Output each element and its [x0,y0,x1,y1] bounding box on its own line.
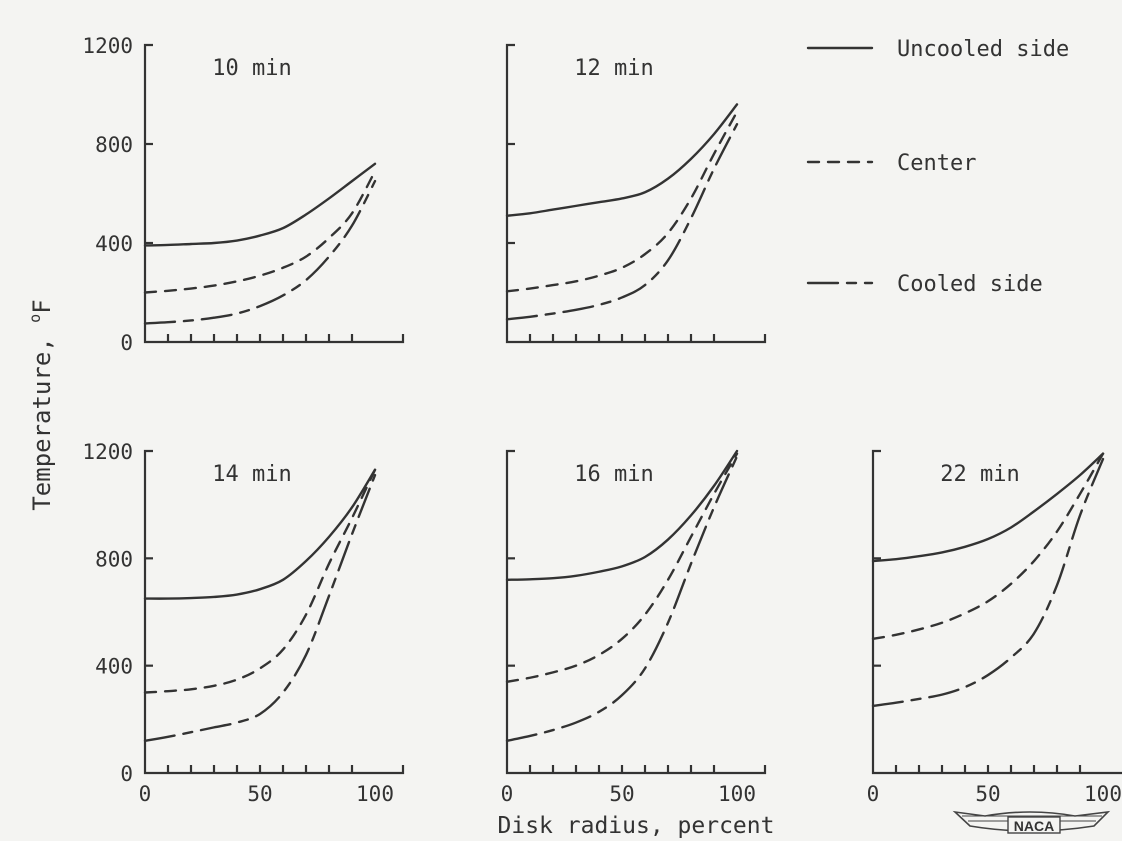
series-cooled [505,123,739,321]
y-axis-label: Temperature, oF [26,299,56,510]
y-tick-label: 1200 [82,34,133,58]
x-tick-label: 0 [139,782,152,806]
panel-4: 0 50 100 16 min [501,449,767,806]
series-center [871,452,1105,641]
panel-1: 0 400 800 1200 10 min [82,34,405,355]
series-center [505,452,739,683]
y-tick-label: 0 [120,762,133,786]
series-cooled [143,473,377,742]
panel-title: 12 min [574,56,653,81]
series-cooled [143,179,377,325]
axes [143,449,405,775]
series-cooled [871,457,1105,708]
axes [871,449,1122,775]
series-center [143,468,377,694]
x-tick-label: 100 [1084,782,1122,806]
naca-logo: NACA [952,810,1111,834]
panel-title: 14 min [212,462,291,487]
legend-label-uncooled: Uncooled side [897,37,1069,62]
series-uncooled [871,452,1105,563]
x-tick-label: 0 [867,782,880,806]
axes [505,449,767,775]
panel-title: 16 min [574,462,653,487]
y-tick-label: 800 [95,133,133,157]
legend-label-center: Center [897,151,976,176]
series-uncooled [505,103,739,217]
x-tick-label: 50 [975,782,1000,806]
axes [505,43,767,344]
x-axis-label: Disk radius, percent [498,813,775,839]
x-tick-label: 50 [247,782,272,806]
x-tick-label: 0 [501,782,514,806]
panel-5: 0 50 100 22 min [867,449,1122,806]
series-center [505,110,739,293]
series-uncooled [143,162,377,247]
panel-2: 12 min [505,43,767,344]
x-tick-label: 100 [718,782,756,806]
y-tick-label: 400 [95,232,133,256]
series-uncooled [143,468,377,600]
y-tick-label: 800 [95,547,133,571]
naca-logo-text: NACA [1014,818,1054,834]
panel-3: 0 400 800 1200 0 50 100 14 min [82,440,405,806]
x-tick-label: 50 [609,782,634,806]
series-cooled [505,455,739,742]
panel-title: 10 min [212,56,291,81]
series-uncooled [505,449,739,581]
series-center [143,170,377,294]
axes [143,43,405,344]
legend: Uncooled side Center Cooled side [806,37,1069,297]
y-tick-label: 0 [120,331,133,355]
y-tick-label: 400 [95,655,133,679]
y-tick-label: 1200 [82,440,133,464]
panel-title: 22 min [940,462,1019,487]
legend-label-cooled: Cooled side [897,272,1043,297]
x-tick-label: 100 [356,782,394,806]
